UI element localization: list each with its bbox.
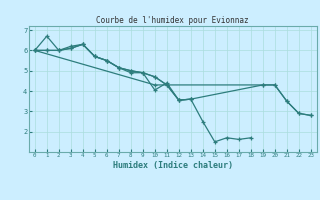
- Title: Courbe de l'humidex pour Evionnaz: Courbe de l'humidex pour Evionnaz: [97, 16, 249, 25]
- X-axis label: Humidex (Indice chaleur): Humidex (Indice chaleur): [113, 161, 233, 170]
